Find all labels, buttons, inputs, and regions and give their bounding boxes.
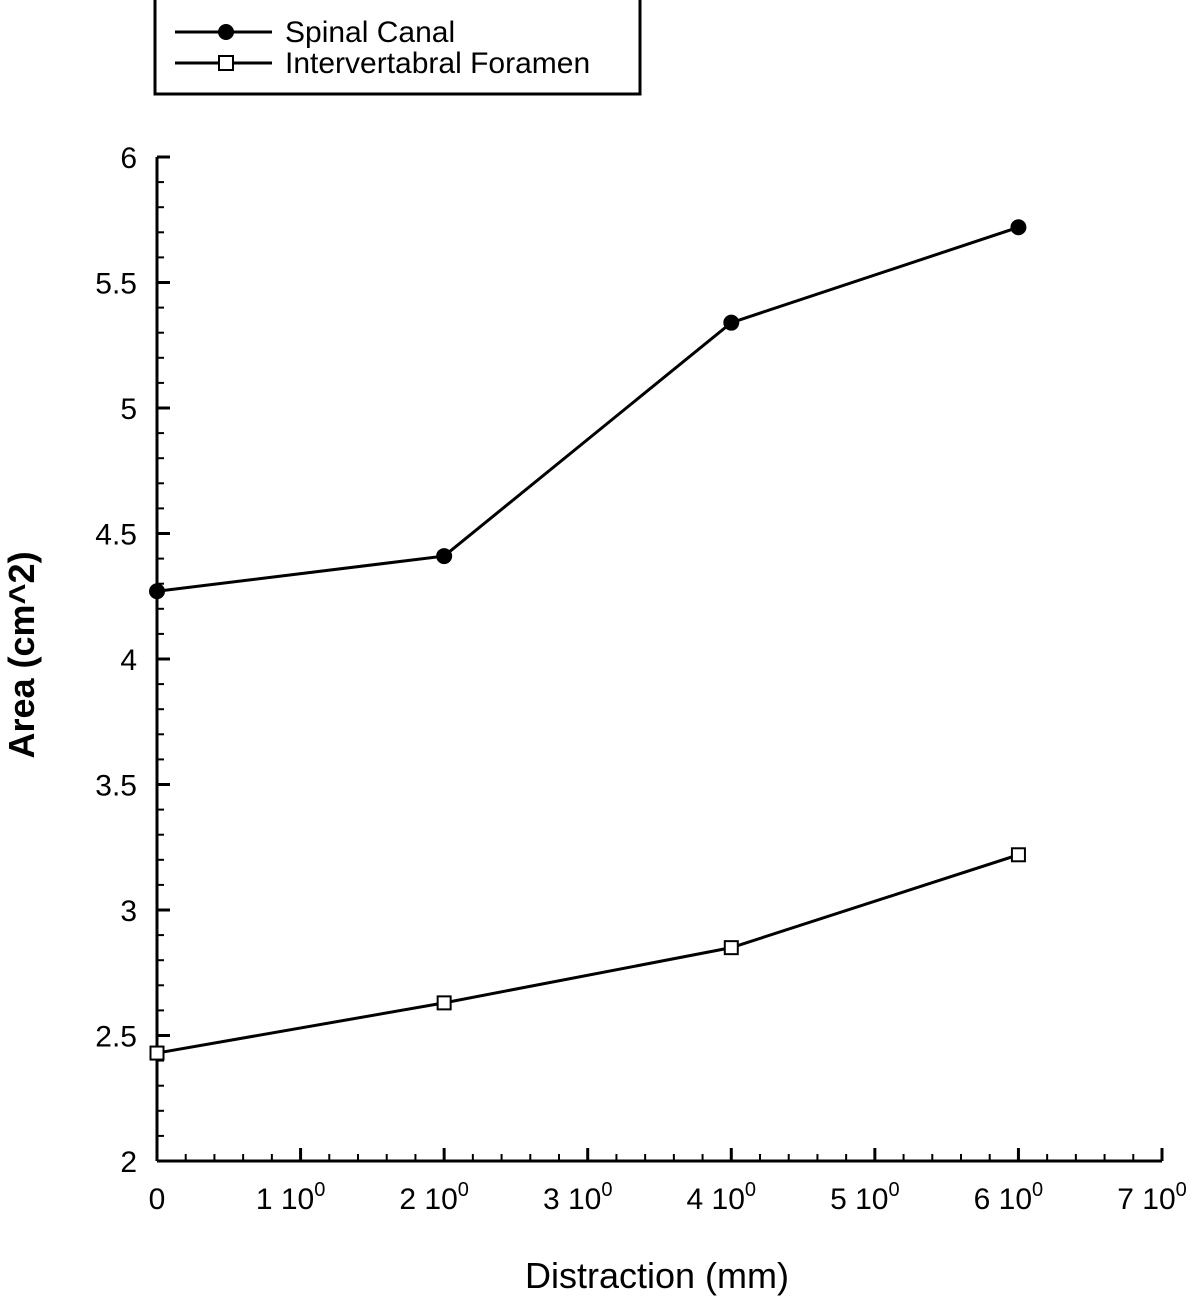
y-tick-label: 5.5 [95,268,137,301]
y-tick-label: 6 [120,142,137,175]
ticks [155,155,1164,1163]
x-tick-mantissa: 3 10 [543,1183,601,1216]
x-tick-label: 3 100 [543,1179,613,1216]
data-point-spinal-canal [436,548,453,565]
x-tick-exponent: 0 [1032,1179,1043,1201]
x-tick-label: 2 100 [399,1179,469,1216]
series-intervertabral-foramen [149,847,1026,1061]
y-tick-label: 3.5 [95,770,137,803]
y-tick-label: 2 [120,1146,137,1179]
series-line-spinal-canal [156,225,1019,593]
series-spinal-canal [149,219,1027,600]
series-line-intervertabral-foramen [156,853,1019,1055]
legend-marker-spinal-canal [218,24,234,40]
x-tick-exponent: 0 [314,1179,325,1201]
x-tick-label: 1 100 [256,1179,326,1216]
x-tick-label: 5 100 [830,1179,900,1216]
legend-box [153,0,642,96]
axes [155,157,1162,1163]
legend: Spinal Canal Intervertabral Foramen [153,0,642,96]
y-tick-label: 4.5 [95,519,137,552]
legend-marker-intervertabral-foramen [218,55,234,71]
y-tick-label: 4 [120,644,137,677]
x-tick-mantissa: 4 10 [687,1183,745,1216]
data-point-spinal-canal [723,314,740,331]
x-tick-exponent: 0 [888,1179,899,1201]
x-tick-label: 4 100 [687,1179,757,1216]
x-tick-mantissa: 6 10 [974,1183,1032,1216]
x-tick-label: 0 [149,1183,166,1216]
x-tick-mantissa: 5 10 [830,1183,888,1216]
data-point-intervertabral-foramen [1010,847,1026,863]
x-tick-mantissa: 1 10 [256,1183,314,1216]
data-point-spinal-canal [1010,219,1027,236]
x-tick-exponent: 0 [745,1179,756,1201]
data-point-spinal-canal [149,583,165,600]
x-tick-label: 7 100 [1117,1179,1187,1216]
y-tick-label: 5 [120,393,137,426]
data-point-intervertabral-foramen [436,995,452,1011]
x-tick-mantissa: 2 10 [399,1183,457,1216]
x-tick-mantissa: 7 10 [1117,1183,1175,1216]
x-tick-label: 6 100 [974,1179,1044,1216]
y-tick-label: 2.5 [95,1021,137,1054]
data-point-intervertabral-foramen [149,1045,165,1061]
legend-label-intervertabral-foramen: Intervertabral Foramen [285,47,590,80]
legend-item-spinal-canal: Spinal Canal [175,16,455,49]
x-tick-exponent: 0 [458,1179,469,1201]
tick-labels: 22.533.544.555.560 1 100 2 100 3 100 4 100 5 … [95,142,1186,1216]
legend-item-intervertabral-foramen: Intervertabral Foramen [175,47,590,80]
x-tick-mantissa: 0 [149,1183,166,1216]
x-tick-exponent: 0 [1176,1179,1187,1201]
y-axis-title: Area (cm^2) [1,551,42,758]
y-tick-label: 3 [120,895,137,928]
x-tick-exponent: 0 [601,1179,612,1201]
x-axis-title: Distraction (mm) [525,1255,789,1296]
legend-label-spinal-canal: Spinal Canal [285,16,455,49]
series-layer [149,219,1027,1061]
data-point-intervertabral-foramen [723,940,739,956]
